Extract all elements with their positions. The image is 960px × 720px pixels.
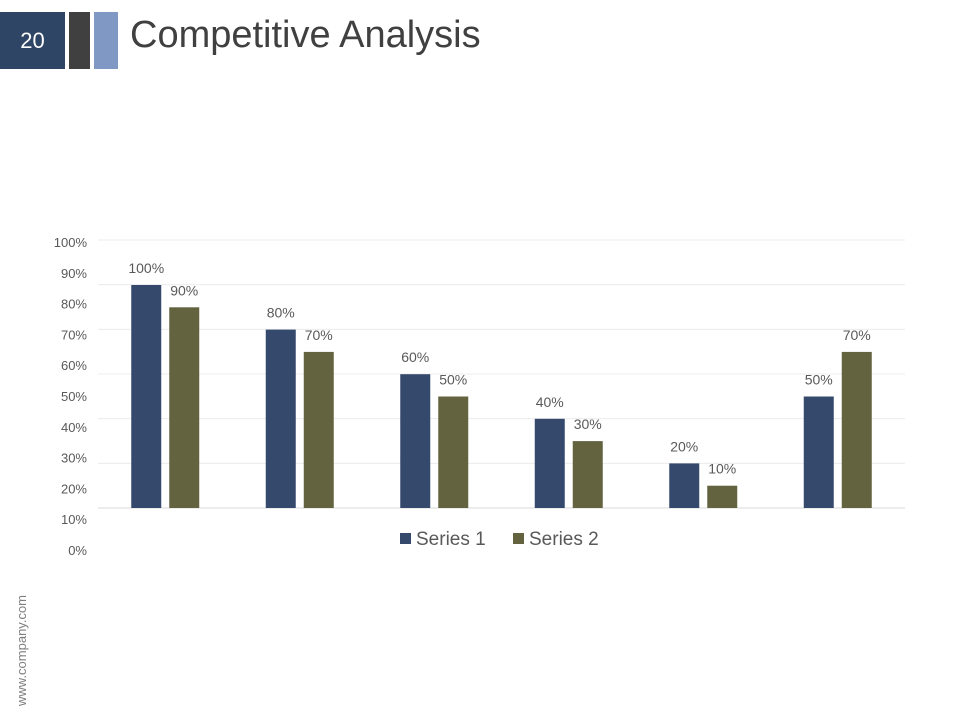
bar-series-2 bbox=[438, 396, 469, 508]
bar-series-2 bbox=[303, 351, 334, 508]
data-label: 100% bbox=[128, 260, 164, 276]
data-label: 80% bbox=[267, 305, 295, 321]
y-tick-label: 100% bbox=[54, 235, 88, 250]
y-tick-label: 60% bbox=[61, 358, 87, 373]
data-label: 70% bbox=[305, 327, 333, 343]
data-label: 50% bbox=[439, 372, 467, 388]
bar-series-2 bbox=[841, 351, 872, 508]
data-label: 50% bbox=[805, 372, 833, 388]
legend-label-series-1: Series 1 bbox=[416, 529, 486, 550]
bar-series-1 bbox=[669, 463, 700, 508]
data-label: 30% bbox=[574, 416, 602, 432]
header-accent-dark bbox=[69, 12, 90, 69]
legend-label-series-2: Series 2 bbox=[529, 529, 599, 550]
header-accent-light bbox=[94, 12, 118, 69]
legend-swatch-series-2 bbox=[513, 533, 524, 544]
y-tick-label: 40% bbox=[61, 420, 87, 435]
page-title: Competitive Analysis bbox=[130, 14, 481, 56]
bar-series-1 bbox=[534, 418, 565, 508]
slide-number-box: 20 bbox=[0, 12, 65, 69]
bar-series-1 bbox=[400, 374, 431, 508]
y-tick-label: 80% bbox=[61, 297, 87, 312]
bar-series-1 bbox=[131, 285, 162, 508]
data-label: 90% bbox=[170, 282, 198, 298]
bar-series-1 bbox=[265, 329, 296, 508]
data-label: 10% bbox=[708, 461, 736, 477]
bar-series-2 bbox=[169, 307, 200, 508]
data-label: 40% bbox=[536, 394, 564, 410]
y-tick-label: 20% bbox=[61, 481, 87, 496]
y-tick-label: 10% bbox=[61, 512, 87, 527]
slide-number: 20 bbox=[20, 27, 45, 53]
y-tick-label: 30% bbox=[61, 451, 87, 466]
legend-swatch-series-1 bbox=[400, 533, 411, 544]
bar-series-1 bbox=[803, 396, 834, 508]
data-label: 70% bbox=[843, 327, 871, 343]
data-label: 60% bbox=[401, 349, 429, 365]
y-tick-label: 0% bbox=[68, 543, 87, 558]
data-label: 20% bbox=[670, 438, 698, 454]
y-tick-label: 70% bbox=[61, 327, 87, 342]
y-tick-label: 50% bbox=[61, 389, 87, 404]
footer-url: www.company.com bbox=[14, 594, 29, 706]
bar-series-2 bbox=[707, 485, 738, 508]
y-tick-label: 90% bbox=[61, 266, 87, 281]
bar-series-2 bbox=[572, 441, 603, 508]
